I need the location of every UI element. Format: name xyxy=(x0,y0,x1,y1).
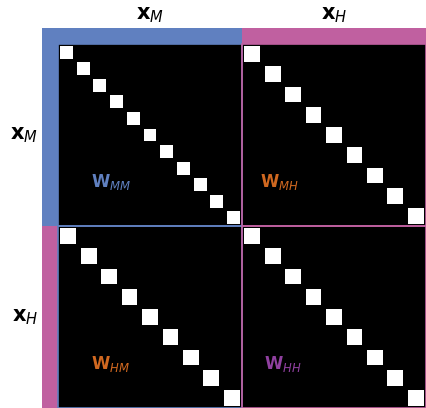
Bar xyxy=(204,370,219,386)
Bar xyxy=(210,195,223,208)
Bar xyxy=(306,289,322,305)
Bar xyxy=(160,145,173,158)
Bar xyxy=(306,107,322,123)
Bar xyxy=(265,67,281,82)
Bar xyxy=(194,178,207,191)
Bar xyxy=(245,46,260,62)
Bar xyxy=(60,46,73,59)
Bar xyxy=(58,44,242,226)
Bar xyxy=(110,95,123,109)
Bar xyxy=(224,390,240,406)
Bar xyxy=(408,390,424,406)
Bar xyxy=(265,248,281,264)
Bar xyxy=(242,28,426,44)
Bar xyxy=(387,370,403,386)
Bar xyxy=(144,129,156,142)
Bar xyxy=(285,86,301,102)
Bar xyxy=(367,168,383,183)
Text: $\mathbf{W}_{MM}$: $\mathbf{W}_{MM}$ xyxy=(91,172,131,192)
Bar xyxy=(408,208,424,224)
Bar xyxy=(242,44,426,226)
Bar xyxy=(42,44,58,226)
Bar xyxy=(242,226,426,408)
Bar xyxy=(81,248,97,264)
Bar xyxy=(347,329,363,345)
Bar xyxy=(183,350,199,365)
Bar xyxy=(245,228,260,244)
Text: $\mathbf{W}_{HM}$: $\mathbf{W}_{HM}$ xyxy=(91,354,130,374)
Bar xyxy=(42,226,58,408)
Bar xyxy=(227,211,240,224)
Text: $\mathbf{x}_{M}$: $\mathbf{x}_{M}$ xyxy=(136,5,164,25)
Bar xyxy=(326,127,342,143)
Bar xyxy=(60,228,76,244)
Text: $\mathbf{x}_{M}$: $\mathbf{x}_{M}$ xyxy=(10,125,38,145)
Bar xyxy=(387,188,403,204)
Text: $\mathbf{x}_{H}$: $\mathbf{x}_{H}$ xyxy=(321,5,347,25)
Bar xyxy=(58,28,242,44)
Bar xyxy=(285,269,301,284)
Bar xyxy=(347,147,363,163)
Text: $\mathbf{x}_{H}$: $\mathbf{x}_{H}$ xyxy=(12,307,38,327)
Bar xyxy=(101,269,117,284)
Bar xyxy=(142,309,158,325)
Bar xyxy=(177,162,190,175)
Bar xyxy=(58,44,242,226)
Bar xyxy=(77,62,89,75)
Bar xyxy=(58,226,242,408)
Text: $\mathbf{W}_{MH}$: $\mathbf{W}_{MH}$ xyxy=(260,172,299,192)
Bar xyxy=(58,226,242,408)
Bar xyxy=(122,289,138,305)
Bar xyxy=(367,350,383,365)
Bar xyxy=(163,329,178,345)
Bar xyxy=(326,309,342,325)
Bar xyxy=(42,28,58,44)
Text: $\mathbf{W}_{HH}$: $\mathbf{W}_{HH}$ xyxy=(264,354,302,374)
Bar xyxy=(127,112,140,125)
Bar xyxy=(242,44,426,226)
Bar xyxy=(242,226,426,408)
Bar xyxy=(93,79,106,92)
